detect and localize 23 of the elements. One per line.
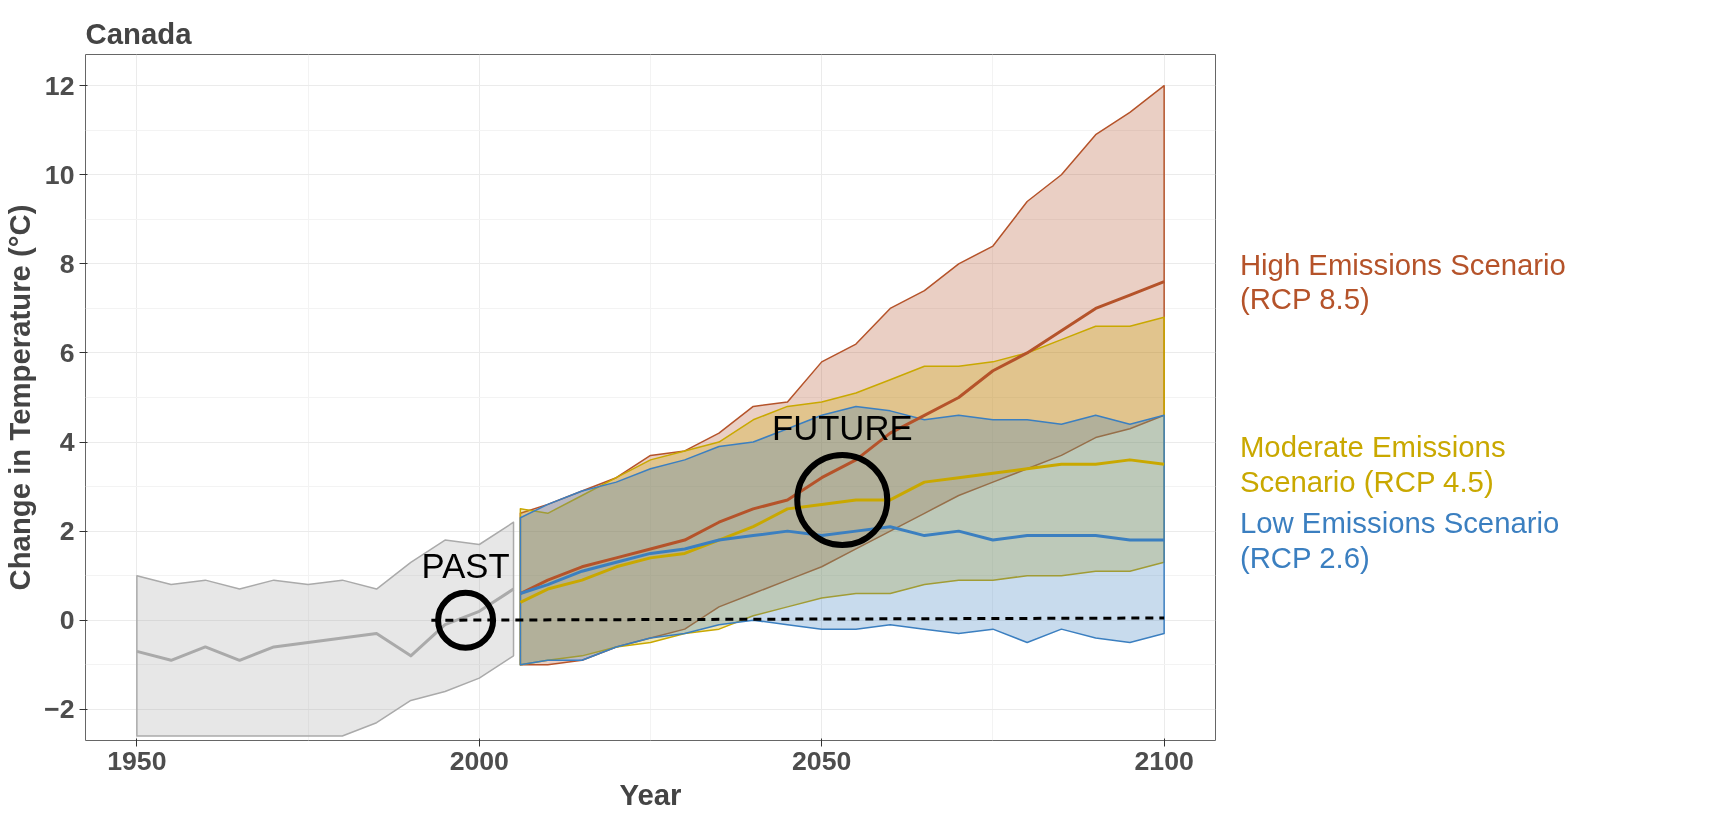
y-tick-label: 4 [59,427,75,458]
chart-title: Canada [85,16,193,50]
line-series [518,525,1166,595]
y-tick-label: 10 [44,159,75,190]
y-tick-label: 0 [59,605,75,636]
x-tick-label: 1950 [107,745,167,776]
line-series [135,587,516,662]
y-tick-label: 8 [59,248,75,279]
line-series [518,458,1166,604]
x-tick-label: 2100 [1134,745,1194,776]
text: Moderate Emissions Scenario (RCP 4.5) [1239,430,1506,499]
line-series [518,280,1166,595]
x-tick-label: 2050 [792,745,852,776]
text: High Emissions Scenario (RCP 8.5) [1239,247,1566,316]
text: Low Emissions Scenario (RCP 2.6) [1239,506,1560,574]
y-tick-label: 12 [44,70,75,101]
y-axis-title: Change in Temperature (°C) [3,204,37,591]
annotation: PAST [421,546,510,585]
x-axis-title: Year [619,777,682,811]
x-tick-label: 2000 [449,745,509,776]
y-tick-label: 2 [59,516,75,547]
y-tick-label: −2 [44,694,75,725]
y-tick-label: 6 [59,337,75,368]
